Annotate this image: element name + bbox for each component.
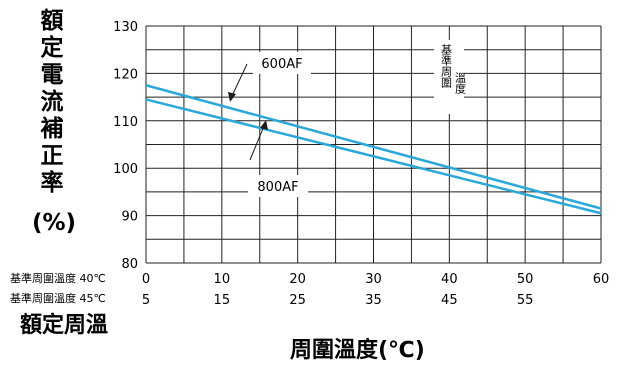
callout-arrow-800af bbox=[260, 120, 268, 130]
x-tick-label-secondary: 55 bbox=[517, 293, 534, 308]
x-tick-label: 0 bbox=[142, 272, 150, 287]
y-tick-labels: 80 90 100 110 120 130 bbox=[113, 20, 138, 272]
x-tick-label-secondary: 45 bbox=[441, 293, 458, 308]
y-axis-title-char: 流 bbox=[41, 88, 64, 115]
row2-label: 基準周圍溫度 45℃ bbox=[10, 291, 106, 305]
x-tick-label-secondary: 35 bbox=[365, 293, 382, 308]
y-axis-title-char: 定 bbox=[41, 34, 64, 61]
grid bbox=[145, 25, 602, 264]
y-axis-title-char: 電 bbox=[41, 62, 64, 88]
series-label-600af-group: 600AF bbox=[228, 52, 311, 102]
annotation-text: 基準周圍 bbox=[440, 44, 453, 89]
x-tick-label: 20 bbox=[289, 272, 306, 287]
series-label-800af: 800AF bbox=[257, 180, 298, 195]
y-tick-label: 90 bbox=[121, 210, 138, 225]
y-axis-title-char: 率 bbox=[41, 169, 64, 196]
y-tick-label: 130 bbox=[113, 20, 138, 35]
reference-temp-annotation: 基準周圍 溫度 bbox=[434, 40, 467, 114]
series-label-600af: 600AF bbox=[261, 57, 302, 72]
y-axis-title-char: 額 bbox=[40, 7, 64, 34]
series-lines bbox=[145, 84, 602, 215]
callout-line-600af bbox=[231, 63, 248, 97]
x-tick-label: 10 bbox=[214, 272, 231, 287]
rated-ambient-label: 額定周溫 bbox=[20, 312, 108, 338]
x-tick-label-secondary: 5 bbox=[142, 293, 150, 308]
y-axis-title: 額 定 電 流 補 正 率 (%) bbox=[32, 7, 76, 236]
y-axis-title-char: 正 bbox=[41, 143, 64, 169]
x-tick-label: 30 bbox=[365, 272, 382, 287]
x-tick-label: 50 bbox=[517, 272, 534, 287]
callout-line-800af bbox=[249, 125, 265, 161]
y-tick-label: 110 bbox=[113, 115, 138, 130]
series-line-600af bbox=[145, 84, 602, 210]
y-axis-unit: (%) bbox=[32, 210, 76, 236]
x-tick-labels: 0 10 20 30 40 50 60 5 15 25 35 45 55 bbox=[142, 272, 609, 308]
x-tick-label-secondary: 15 bbox=[214, 293, 231, 308]
y-axis-title-char: 補 bbox=[40, 116, 64, 142]
series-line-800af bbox=[145, 98, 602, 215]
y-tick-label: 80 bbox=[121, 257, 138, 272]
x-tick-label-secondary: 25 bbox=[289, 293, 306, 308]
x-axis-title: 周圍溫度(℃) bbox=[290, 337, 425, 363]
series-label-800af-group: 800AF bbox=[248, 120, 308, 197]
annotation-box bbox=[434, 40, 464, 114]
y-tick-label: 100 bbox=[113, 162, 138, 177]
callout-arrow-600af bbox=[228, 92, 236, 102]
x-tick-label: 40 bbox=[441, 272, 458, 287]
x-tick-label: 60 bbox=[593, 272, 610, 287]
annotation-text: 溫度 bbox=[454, 71, 467, 95]
y-tick-label: 120 bbox=[113, 67, 138, 82]
row1-label: 基準周圍溫度 40℃ bbox=[10, 271, 106, 285]
